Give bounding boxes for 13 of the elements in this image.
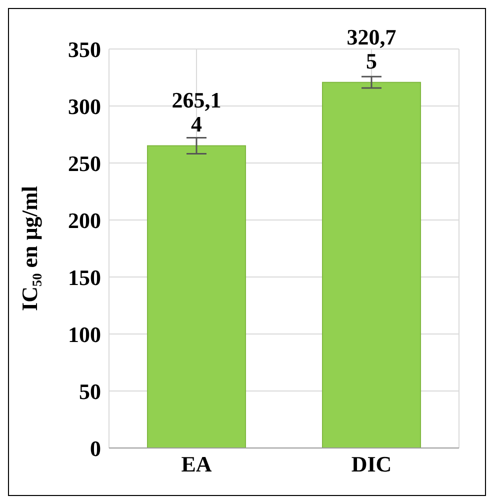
y-tick-label: 50 (79, 378, 101, 404)
y-tick-label: 350 (68, 36, 101, 62)
y-axis-title: IC₅₀ en µg/ml (16, 186, 42, 311)
data-label: 320,75 (346, 24, 396, 74)
y-tick-label: 150 (68, 264, 101, 290)
y-tick-label: 100 (68, 322, 101, 347)
y-tick-label: 200 (68, 208, 101, 233)
data-label: 265,14 (172, 88, 222, 137)
y-tick-label: 0 (90, 436, 101, 461)
y-tick-label: 250 (68, 150, 101, 176)
y-tick-label: 300 (68, 94, 101, 119)
x-tick-label: EA (181, 452, 212, 477)
x-tick-label: DIC (351, 452, 392, 477)
